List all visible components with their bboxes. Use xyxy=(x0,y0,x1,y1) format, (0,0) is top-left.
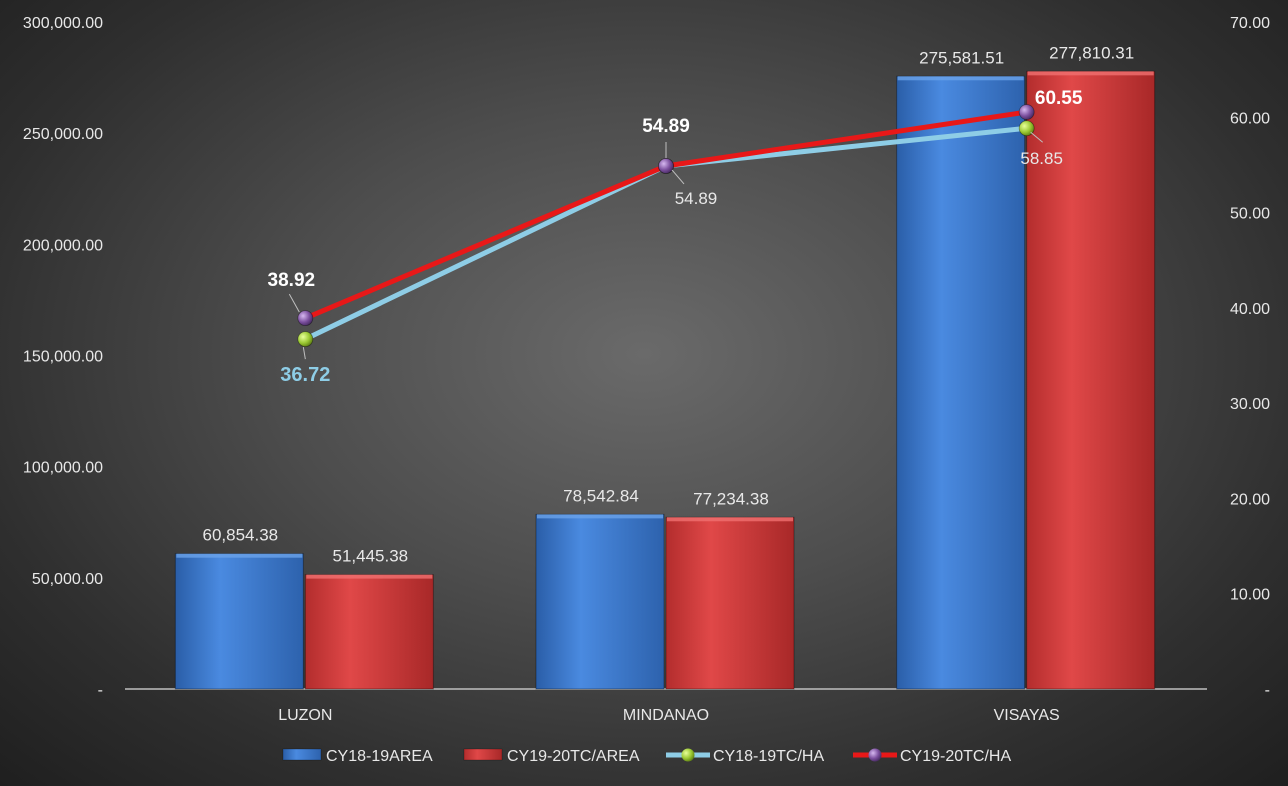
y-left-tick-label: 200,000.00 xyxy=(23,237,103,254)
x-tick-label: VISAYAS xyxy=(994,707,1060,724)
lines xyxy=(297,104,1035,348)
y-right-tick-label: 20.00 xyxy=(1230,491,1270,508)
y-left-tick-label: 300,000.00 xyxy=(23,15,103,32)
legend-item: CY19-20TC/HA xyxy=(853,748,1011,765)
bar-data-label: 60,854.38 xyxy=(203,526,279,545)
bar-top-bevel xyxy=(897,76,1024,81)
line-marker xyxy=(658,158,674,174)
legend-item: CY18-19TC/HA xyxy=(666,748,824,765)
leader-line xyxy=(671,169,685,185)
bar-top-bevel xyxy=(667,517,793,522)
legend-label: CY19-20TC/AREA xyxy=(507,748,640,765)
bar-data-label: 275,581.51 xyxy=(919,48,1004,67)
bar xyxy=(174,553,304,690)
bar xyxy=(896,75,1026,690)
line-data-label: 54.89 xyxy=(642,116,690,137)
legend-item: CY19-20TC/AREA xyxy=(463,748,640,765)
line-data-label: 54.89 xyxy=(675,189,718,208)
line-data-label: 60.55 xyxy=(1035,88,1083,109)
y-right-tick-label: 60.00 xyxy=(1230,110,1270,127)
bar xyxy=(304,574,434,690)
line-data-label: 58.85 xyxy=(1020,149,1063,168)
bar-data-label: 77,234.38 xyxy=(693,489,769,508)
bar-top-bevel xyxy=(537,514,663,519)
x-tick-label: LUZON xyxy=(278,707,332,724)
y-right-tick-label: - xyxy=(1265,682,1270,699)
legend-label: CY18-19TC/HA xyxy=(713,748,824,765)
bar xyxy=(665,516,795,690)
legend-marker xyxy=(868,748,882,762)
leader-line xyxy=(302,347,306,360)
line-marker xyxy=(297,310,314,327)
bar-data-label: 277,810.31 xyxy=(1049,43,1134,62)
bar-top-bevel xyxy=(176,553,303,558)
leader-line xyxy=(1030,131,1043,143)
line-marker xyxy=(1018,120,1035,137)
axes: - 50,000.00 100,000.00 150,000.00 200,000.00… xyxy=(23,15,1270,724)
bar-top-bevel xyxy=(1027,71,1154,76)
bar xyxy=(535,513,665,690)
bar-data-label: 78,542.84 xyxy=(563,486,639,505)
y-right-tick-label: 50.00 xyxy=(1230,206,1270,223)
bar-top-bevel xyxy=(306,574,433,579)
bar xyxy=(1026,70,1156,690)
legend-swatch xyxy=(282,748,322,761)
legend-label: CY18-19AREA xyxy=(326,748,433,765)
line-data-label: 38.92 xyxy=(268,270,316,291)
y-right-tick-label: 30.00 xyxy=(1230,396,1270,413)
y-right-tick-label: 10.00 xyxy=(1230,587,1270,604)
bars xyxy=(174,70,1156,690)
bar-data-label: 51,445.38 xyxy=(333,547,409,566)
leader-line xyxy=(288,293,300,313)
legend-marker xyxy=(681,748,695,762)
legend: CY18-19AREA CY19-20TC/AREA CY18-19TC/HA CY1… xyxy=(282,748,1011,765)
legend-label: CY19-20TC/HA xyxy=(900,748,1011,765)
y-left-tick-label: 150,000.00 xyxy=(23,349,103,366)
legend-swatch xyxy=(463,748,503,761)
y-left-tick-label: 250,000.00 xyxy=(23,126,103,143)
y-left-tick-label: 100,000.00 xyxy=(23,460,103,477)
y-left-tick-label: - xyxy=(98,682,103,699)
line-marker xyxy=(297,331,314,348)
line-marker xyxy=(1018,104,1035,120)
y-right-tick-label: 70.00 xyxy=(1230,15,1270,32)
legend-item: CY18-19AREA xyxy=(282,748,433,765)
data-labels: 60,854.38 78,542.84 275,581.51 51,445.38 77,… xyxy=(203,43,1135,565)
y-left-tick-label: 50,000.00 xyxy=(32,571,103,588)
y-right-tick-label: 40.00 xyxy=(1230,301,1270,318)
x-tick-label: MINDANAO xyxy=(623,707,709,724)
line-data-label: 36.72 xyxy=(280,364,330,386)
